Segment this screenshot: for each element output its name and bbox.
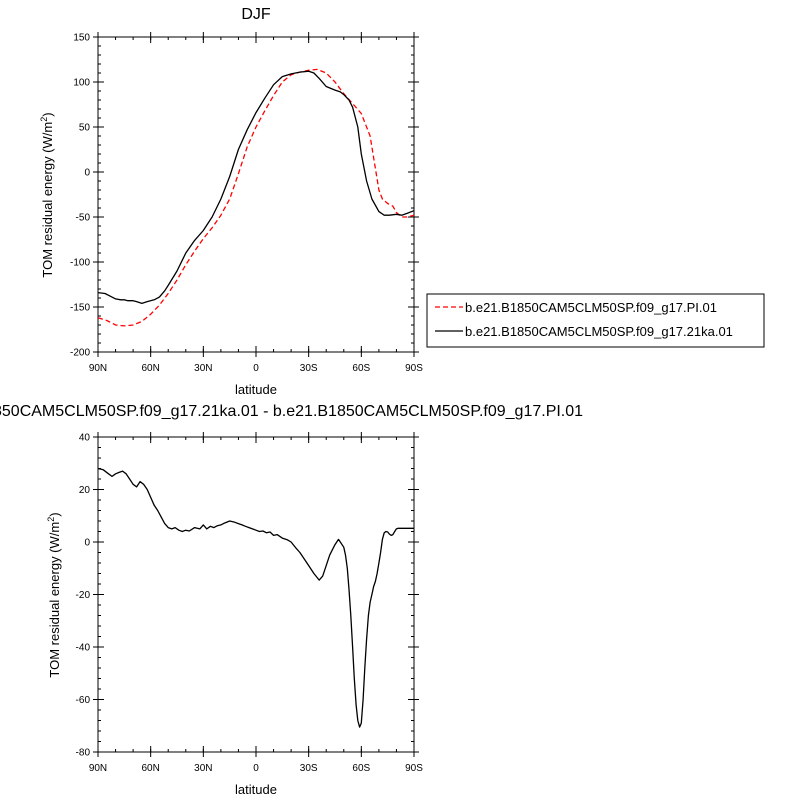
bottom-y-axis-label-close: ) <box>47 512 62 516</box>
legend-label-pi: b.e21.B1850CAM5CLM50SP.f09_g17.PI.01 <box>465 300 717 315</box>
bottom-y-tick-label: 20 <box>79 485 91 496</box>
top-x-ticks: 90N 60N 30N 0 30S 60S 90S <box>89 32 423 374</box>
top-y-tick-label: -100 <box>70 258 90 269</box>
top-x-axis-label: latitude <box>235 382 277 397</box>
bottom-y-axis-label: TOM residual energy (W/m2) <box>46 512 62 677</box>
top-y-tick-label: 0 <box>84 168 90 179</box>
bottom-y-ticks: -80 -60 -40 -20 0 20 40 <box>76 433 419 759</box>
bottom-chart-title: b.e21.B1850CAM5CLM50SP.f09_g17.21ka.01 -… <box>0 403 583 420</box>
bottom-y-tick-label: 40 <box>79 433 91 444</box>
top-y-tick-label: 150 <box>73 33 90 44</box>
top-x-tick-label: 90S <box>405 363 423 374</box>
top-x-tick-label: 30S <box>300 363 318 374</box>
legend-box <box>426 293 765 348</box>
bottom-x-tick-label: 30N <box>194 763 212 774</box>
bottom-series-lines <box>97 467 414 728</box>
bottom-plot-frame <box>97 436 415 753</box>
bottom-y-tick-label: -60 <box>76 695 91 706</box>
top-plot-frame <box>97 36 415 353</box>
top-y-tick-label: -200 <box>70 348 90 359</box>
bottom-y-tick-label: -40 <box>76 643 91 654</box>
bottom-x-ticks: 90N 60N 30N 0 30S 60S 90S <box>89 432 423 774</box>
top-y-tick-label: -50 <box>76 213 91 224</box>
top-y-axis-label-main: TOM residual energy (W/m <box>40 122 55 278</box>
top-series-line-1 <box>97 70 415 305</box>
top-y-tick-label: 100 <box>73 78 90 89</box>
bottom-x-tick-label: 90S <box>405 763 423 774</box>
top-series-lines <box>97 68 415 327</box>
bottom-x-tick-label: 60S <box>352 763 370 774</box>
bottom-series-line-0 <box>97 467 414 728</box>
top-x-tick-label: 30N <box>194 363 212 374</box>
bottom-y-tick-label: 0 <box>84 538 90 549</box>
bottom-y-tick-label: -80 <box>76 748 91 759</box>
top-y-axis-label-close: ) <box>40 112 55 116</box>
bottom-x-tick-label: 60N <box>141 763 159 774</box>
top-chart-title: DJF <box>241 6 271 23</box>
top-y-axis-label-sup: 2 <box>39 117 49 122</box>
top-series-line-0 <box>97 68 415 327</box>
legend: b.e21.B1850CAM5CLM50SP.f09_g17.PI.01 b.e… <box>426 293 765 348</box>
top-x-tick-label: 90N <box>89 363 107 374</box>
panel-bottom: b.e21.B1850CAM5CLM50SP.f09_g17.21ka.01 -… <box>0 403 583 797</box>
top-x-tick-label: 60S <box>352 363 370 374</box>
top-y-axis-label: TOM residual energy (W/m2) <box>39 112 55 277</box>
bottom-x-tick-label: 0 <box>253 763 259 774</box>
top-y-tick-label: 50 <box>79 123 91 134</box>
panel-top: DJF -200 -150 -100 -50 0 50 100 150 90N 60N 30N 0 3… <box>39 6 423 397</box>
bottom-y-tick-label: -20 <box>76 590 91 601</box>
top-x-tick-label: 0 <box>253 363 259 374</box>
bottom-x-tick-label: 90N <box>89 763 107 774</box>
top-x-tick-label: 60N <box>141 363 159 374</box>
bottom-y-axis-label-sup: 2 <box>46 517 56 522</box>
bottom-y-axis-label-main: TOM residual energy (W/m <box>47 522 62 678</box>
legend-label-21ka: b.e21.B1850CAM5CLM50SP.f09_g17.21ka.01 <box>465 324 733 339</box>
top-y-tick-label: -150 <box>70 303 90 314</box>
top-y-ticks: -200 -150 -100 -50 0 50 100 150 <box>70 33 419 359</box>
bottom-x-axis-label: latitude <box>235 782 277 797</box>
bottom-x-tick-label: 30S <box>300 763 318 774</box>
